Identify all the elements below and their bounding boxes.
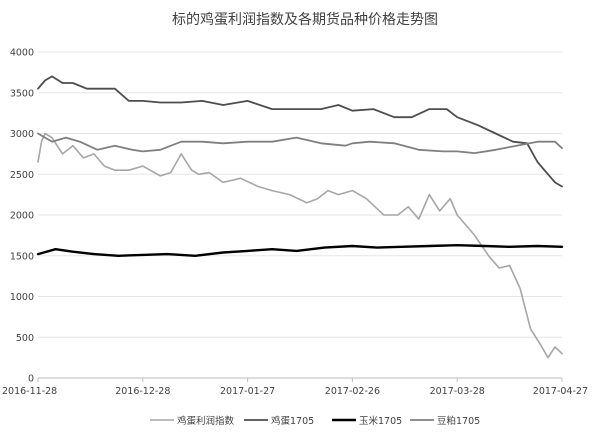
legend-label: 玉米1705 <box>359 415 402 427</box>
x-tick-label: 2017-01-27 <box>220 386 275 397</box>
x-tick-label: 2016-12-28 <box>115 386 170 397</box>
series-line-1 <box>37 132 563 359</box>
series-line-4 <box>37 132 563 155</box>
series-line-3 <box>36 243 564 258</box>
y-tick-label: 2000 <box>10 211 34 222</box>
legend-label: 鸡蛋1705 <box>271 415 314 427</box>
y-tick-label: 500 <box>16 333 34 344</box>
legend-label: 鸡蛋利润指数 <box>177 415 235 427</box>
x-tick-label: 2017-02-26 <box>325 386 380 397</box>
gridlines <box>38 51 562 379</box>
legend-label: 豆粕1705 <box>437 415 480 427</box>
y-tick-label: 2500 <box>10 170 34 181</box>
y-tick-label: 0 <box>28 374 34 385</box>
y-tick-label: 3000 <box>10 129 34 140</box>
x-tick-label: 2017-04-27 <box>533 386 588 397</box>
y-axis-ticks: 0 500 1000 1500 2000 2500 3000 3500 4000 <box>10 48 34 385</box>
y-tick-label: 4000 <box>10 48 34 59</box>
chart-title: 标的鸡蛋利润指数及各期货品种价格走势图 <box>172 11 438 28</box>
y-tick-label: 1000 <box>10 292 34 303</box>
x-tick-label: 2016-11-28 <box>2 386 57 397</box>
y-tick-label: 1500 <box>10 251 34 262</box>
series-line-2 <box>37 75 563 188</box>
x-tick-label: 2017-03-28 <box>430 386 485 397</box>
series-lines <box>36 75 564 359</box>
x-axis-ticks: 2016-11-28 2016-12-28 2017-01-27 2017-02-26… <box>2 378 588 397</box>
legend: 鸡蛋利润指数 鸡蛋1705 玉米1705 豆粕1705 <box>150 415 480 427</box>
y-tick-label: 3500 <box>10 88 34 99</box>
